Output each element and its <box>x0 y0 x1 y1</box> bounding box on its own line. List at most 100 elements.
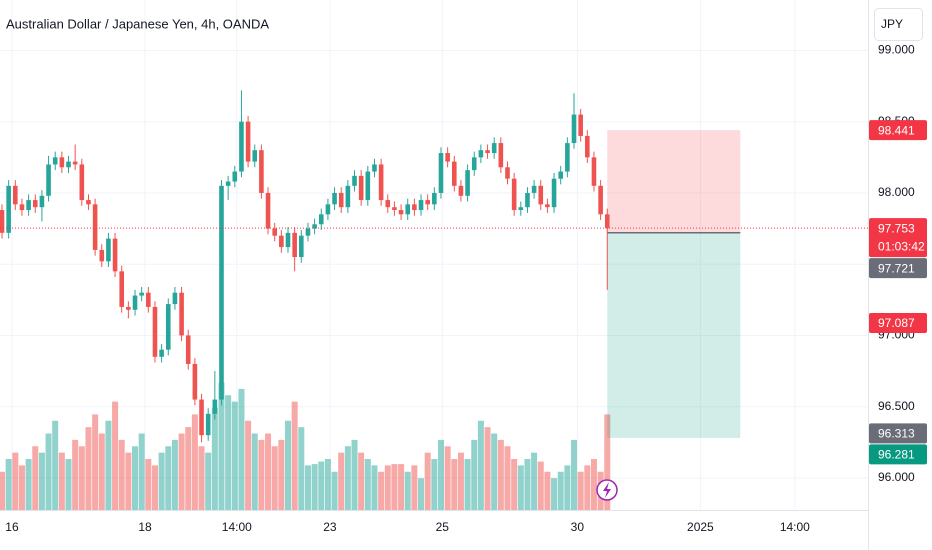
volume-bar <box>577 471 584 510</box>
volume-bar <box>338 452 345 510</box>
volume-bar <box>398 464 405 510</box>
volume-bar <box>218 382 225 510</box>
countdown-label: 01:03:42 <box>878 239 925 253</box>
candle-body <box>471 157 477 171</box>
candle-body <box>511 178 517 211</box>
x-tick-label: 16 <box>5 520 19 534</box>
candle-body <box>32 200 38 208</box>
alert-bolt[interactable] <box>603 482 611 498</box>
candle-body <box>451 161 457 186</box>
candle-body <box>398 210 404 215</box>
volume-bar <box>238 388 245 510</box>
candle-body <box>232 171 238 182</box>
chart-title: Australian Dollar / Japanese Yen, 4h, OA… <box>6 16 269 31</box>
candle-body <box>52 157 58 165</box>
volume-bar <box>304 465 311 510</box>
volume-bar <box>464 459 471 510</box>
price-badge-label: 98.441 <box>878 123 915 137</box>
volume-bar <box>544 471 551 510</box>
candle-body <box>185 335 191 364</box>
volume-bar <box>112 401 119 510</box>
currency-button[interactable] <box>874 8 923 41</box>
volume-bar <box>32 446 39 510</box>
volume-bar <box>171 439 178 510</box>
candle-body <box>525 192 530 208</box>
price-badge <box>869 313 927 334</box>
volume-bar <box>537 461 544 510</box>
volume-bar <box>584 465 591 510</box>
candle-body <box>212 399 218 414</box>
volume-bar <box>52 420 59 510</box>
price-badge <box>869 218 927 258</box>
candle-body <box>478 150 484 158</box>
volume-bar <box>211 408 218 510</box>
candle-body <box>12 185 18 205</box>
price-badge-label: 96.281 <box>878 448 915 462</box>
candle-body <box>285 232 291 248</box>
volume-bar <box>191 414 198 510</box>
volume-bar <box>105 420 112 510</box>
volume-bar <box>45 433 52 510</box>
candle-body <box>265 192 271 229</box>
volume-bar <box>185 427 192 510</box>
candle-body <box>205 413 211 436</box>
volume-bar <box>231 401 238 510</box>
volume-bar <box>158 452 165 510</box>
volume-bar <box>258 439 265 510</box>
volume-bar <box>424 452 431 510</box>
candle-body <box>6 185 11 233</box>
candle-body <box>139 292 144 296</box>
candle-body <box>325 204 331 215</box>
stop-zone <box>607 130 741 233</box>
candle-body <box>558 171 564 179</box>
volume-bar <box>511 459 518 510</box>
volume-bar <box>404 471 411 510</box>
candle-body <box>352 175 357 186</box>
candle-body <box>432 192 437 205</box>
candle-body <box>438 153 444 193</box>
volume-bar <box>557 471 564 510</box>
x-tick-label: 2025 <box>687 520 714 534</box>
x-tick-label: 18 <box>138 520 152 534</box>
candle-body <box>159 349 164 357</box>
x-tick-label: 14:00 <box>222 520 252 534</box>
candle-body <box>19 204 25 211</box>
candles <box>0 90 610 443</box>
volume-bar <box>138 433 145 510</box>
candle-body <box>279 235 284 248</box>
volume-bar <box>331 471 338 510</box>
candle-body <box>26 200 31 211</box>
volume-bar <box>418 478 425 510</box>
candle-body <box>199 399 204 436</box>
candle-body <box>598 185 603 215</box>
x-tick-label: 14:00 <box>780 520 810 534</box>
currency-label[interactable]: JPY <box>881 17 903 31</box>
grid <box>0 0 868 510</box>
volume-bar <box>118 439 125 510</box>
volume-bar <box>98 433 105 510</box>
candle-body <box>152 306 158 357</box>
position-tool <box>607 130 741 438</box>
candle-body <box>425 200 430 205</box>
candle-body <box>99 249 105 262</box>
volume-bar <box>65 459 72 510</box>
volume-bar <box>285 420 292 510</box>
volume-bar <box>451 459 458 510</box>
candle-body <box>571 114 577 144</box>
volume-bar <box>5 459 12 510</box>
alert-icon[interactable] <box>596 479 618 501</box>
volume-bar <box>491 433 498 510</box>
volume-bar <box>324 459 331 510</box>
candle-body <box>491 143 497 154</box>
volume-bar <box>311 464 318 510</box>
volume-bar <box>0 471 5 510</box>
price-badge <box>869 444 927 465</box>
volume-bar <box>384 465 391 510</box>
candle-body <box>551 178 557 208</box>
candle-body <box>59 157 65 168</box>
candle-body <box>345 185 351 208</box>
candle-body <box>126 306 131 310</box>
price-badge-label: 97.087 <box>878 316 915 330</box>
volume-bar <box>291 401 298 510</box>
